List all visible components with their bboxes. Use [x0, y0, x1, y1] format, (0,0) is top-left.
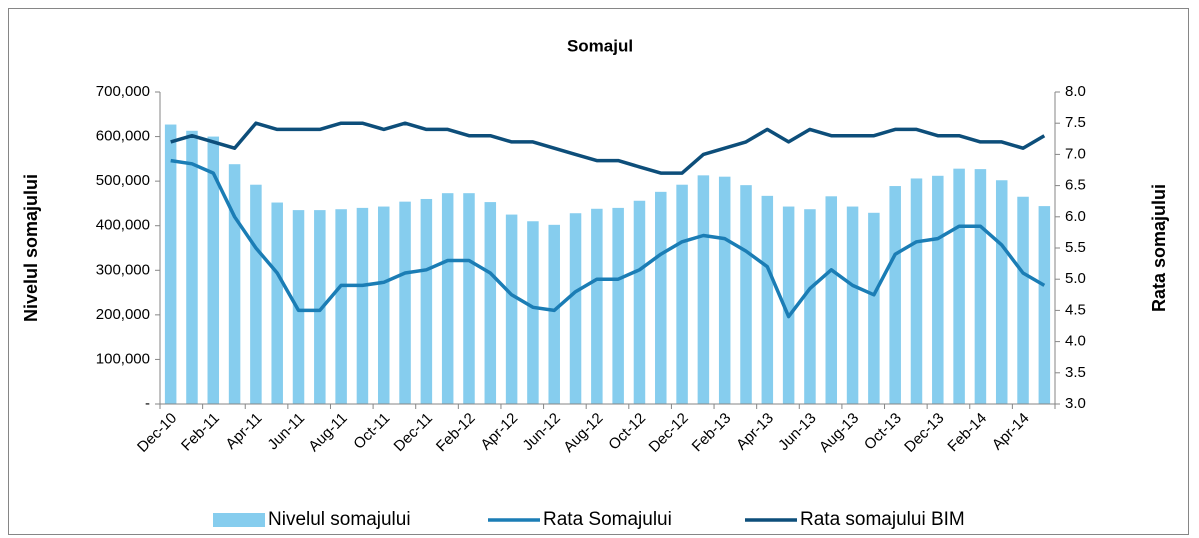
bar	[974, 169, 987, 404]
bar	[655, 191, 667, 404]
bar	[314, 210, 326, 404]
bar	[463, 193, 475, 404]
bar	[228, 164, 241, 404]
bar	[505, 214, 518, 404]
y-tick-label: 200,000	[96, 306, 150, 323]
bar	[782, 206, 795, 404]
y2-axis-title: Rata somajului	[1149, 184, 1169, 312]
bar	[804, 209, 816, 404]
legend-swatch	[213, 513, 265, 527]
bar	[164, 124, 177, 404]
bar	[889, 186, 901, 404]
bar	[633, 200, 646, 404]
bar	[186, 130, 198, 404]
bar	[207, 136, 220, 405]
bar	[825, 196, 838, 404]
chart-title: Somajul	[567, 36, 633, 55]
bar	[761, 195, 774, 404]
bar	[484, 202, 497, 404]
y2-tick-label: 5.5	[1065, 239, 1086, 256]
bar	[335, 209, 347, 404]
bar	[676, 184, 688, 404]
bar	[868, 212, 880, 404]
bar	[932, 175, 944, 404]
bar	[250, 184, 262, 404]
legend-label: Rata Somajului	[543, 509, 672, 530]
y2-tick-label: 4.5	[1065, 301, 1086, 318]
y2-tick-label: 5.0	[1065, 270, 1086, 287]
y2-tick-label: 8.0	[1065, 83, 1086, 100]
bar	[740, 185, 752, 404]
bar	[591, 208, 603, 404]
y2-tick-label: 3.0	[1065, 395, 1086, 412]
y2-tick-label: 4.0	[1065, 333, 1086, 350]
bar	[356, 207, 369, 404]
bar	[718, 176, 731, 404]
line-series	[170, 158, 1046, 319]
y-tick-label: 700,000	[96, 83, 150, 100]
bar	[420, 198, 433, 404]
y-tick-label: 300,000	[96, 261, 150, 278]
bar	[612, 207, 624, 404]
bar	[377, 206, 390, 404]
bar	[953, 168, 965, 404]
line-series	[170, 121, 1046, 175]
y2-tick-label: 6.0	[1065, 208, 1086, 225]
y2-tick-label: 7.5	[1065, 114, 1086, 131]
bar	[527, 221, 539, 404]
y2-tick-label: 3.5	[1065, 364, 1086, 381]
y-tick-label: 400,000	[96, 217, 150, 234]
bar	[697, 175, 710, 404]
bar	[548, 224, 560, 404]
legend-label: Nivelul somajului	[268, 509, 411, 530]
y2-tick-label: 6.5	[1065, 177, 1086, 194]
y-tick-label: 100,000	[96, 350, 150, 367]
y2-tick-label: 7.0	[1065, 145, 1086, 162]
bar	[569, 213, 582, 404]
legend-label: Rata somajului BIM	[800, 509, 965, 530]
bar	[441, 193, 454, 404]
bar	[1017, 196, 1029, 404]
bar	[399, 201, 411, 404]
y-axis-title: Nivelul somajului	[21, 174, 41, 322]
y-tick-label: 600,000	[96, 128, 150, 145]
y-tick-label: 500,000	[96, 172, 150, 189]
y-tick-label: -	[145, 395, 150, 412]
bar	[910, 178, 923, 404]
bar	[1038, 206, 1051, 404]
bar	[846, 206, 859, 404]
bar	[271, 202, 283, 404]
bar	[995, 180, 1008, 404]
